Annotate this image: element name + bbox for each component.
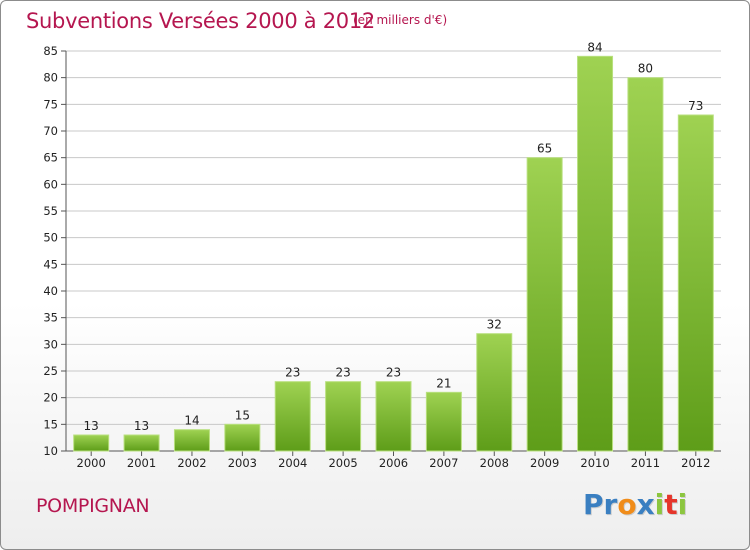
y-tick-label: 10 bbox=[43, 444, 58, 458]
bar-value-label: 65 bbox=[537, 142, 552, 156]
x-tick-label: 2006 bbox=[379, 456, 408, 470]
logo-letter: x bbox=[636, 488, 655, 521]
bar-value-label: 32 bbox=[487, 318, 502, 332]
bar-value-label: 13 bbox=[84, 419, 99, 433]
bar bbox=[325, 381, 362, 452]
bar bbox=[73, 434, 110, 452]
bars bbox=[73, 55, 714, 452]
bar-value-label: 21 bbox=[436, 376, 451, 390]
bar bbox=[123, 434, 160, 452]
logo-letter: o bbox=[617, 488, 637, 521]
x-tick-label: 2005 bbox=[328, 456, 357, 470]
bar bbox=[627, 77, 664, 452]
bar bbox=[677, 114, 714, 452]
bar bbox=[375, 381, 412, 452]
y-tick-label: 50 bbox=[43, 231, 58, 245]
y-tick-label: 20 bbox=[43, 391, 58, 405]
x-tick-label: 2000 bbox=[77, 456, 106, 470]
labels: 13 2000 13 2001 14 2002 15 2003 23 2004 23 2005 23 20… bbox=[77, 40, 711, 470]
bar-value-label: 84 bbox=[587, 40, 602, 54]
logo-letter: r bbox=[603, 488, 618, 521]
logo-letter: i bbox=[654, 488, 665, 521]
bar bbox=[224, 423, 261, 452]
y-tick-label: 60 bbox=[43, 177, 58, 191]
y-tick-label: 15 bbox=[43, 417, 58, 431]
bar bbox=[425, 391, 462, 452]
bar-value-label: 15 bbox=[235, 408, 250, 422]
bar-value-label: 80 bbox=[638, 62, 653, 76]
logo-letter: P bbox=[583, 488, 604, 521]
bar-value-label: 14 bbox=[184, 414, 199, 428]
y-tick-label: 45 bbox=[43, 257, 58, 271]
y-tick-label: 55 bbox=[43, 204, 58, 218]
chart-unit: (en milliers d'€) bbox=[353, 13, 448, 27]
x-tick-label: 2004 bbox=[278, 456, 307, 470]
logo-letter: t bbox=[664, 488, 678, 521]
bar bbox=[577, 55, 614, 452]
bar bbox=[526, 157, 563, 452]
proxiti-logo[interactable]: Proxiti bbox=[583, 488, 687, 521]
bar-value-label: 73 bbox=[688, 99, 703, 113]
bar bbox=[274, 381, 311, 452]
y-tick-label: 80 bbox=[43, 71, 58, 85]
x-tick-label: 2003 bbox=[228, 456, 257, 470]
x-tick-label: 2009 bbox=[530, 456, 559, 470]
x-tick-label: 2008 bbox=[480, 456, 509, 470]
x-tick-label: 2011 bbox=[631, 456, 660, 470]
x-tick-label: 2001 bbox=[127, 456, 156, 470]
bar-value-label: 23 bbox=[386, 366, 401, 380]
y-tick-label: 25 bbox=[43, 364, 58, 378]
bar bbox=[173, 429, 210, 452]
y-tick-label: 70 bbox=[43, 124, 58, 138]
bar bbox=[476, 333, 513, 452]
bar-value-label: 13 bbox=[134, 419, 149, 433]
bar-value-label: 23 bbox=[335, 366, 350, 380]
x-tick-label: 2007 bbox=[429, 456, 458, 470]
logo-letter: i bbox=[677, 488, 688, 521]
x-tick-label: 2012 bbox=[681, 456, 710, 470]
chart-title: Subventions Versées 2000 à 2012 bbox=[26, 9, 375, 33]
y-tick-label: 40 bbox=[43, 284, 58, 298]
commune-name: POMPIGNAN bbox=[36, 495, 150, 517]
y-tick-label: 35 bbox=[43, 311, 58, 325]
x-tick-label: 2010 bbox=[580, 456, 609, 470]
y-tick-label: 30 bbox=[43, 337, 58, 351]
bar-value-label: 23 bbox=[285, 366, 300, 380]
x-tick-label: 2002 bbox=[177, 456, 206, 470]
y-tick-label: 75 bbox=[43, 97, 58, 111]
y-tick-label: 65 bbox=[43, 151, 58, 165]
y-tick-label: 85 bbox=[43, 44, 58, 58]
